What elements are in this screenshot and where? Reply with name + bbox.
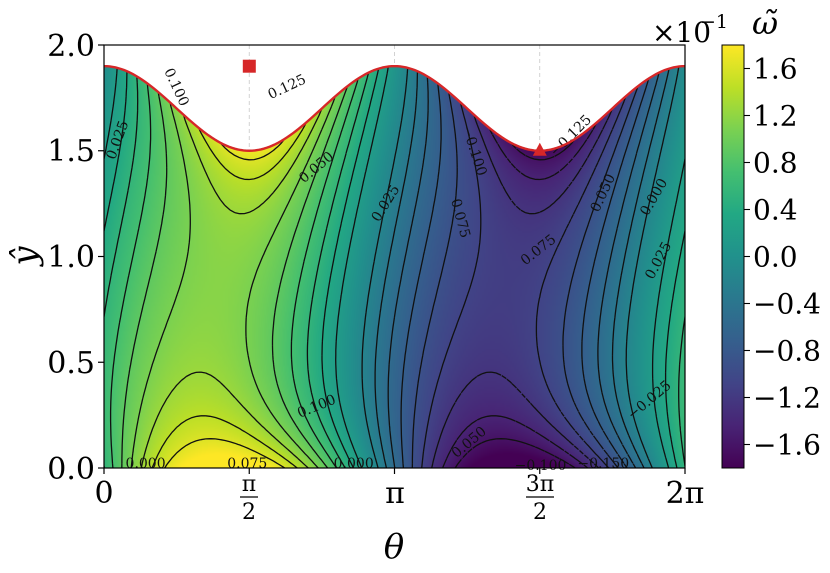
x-tick-label-3pi-over-2: 3π 2 [526, 472, 554, 525]
contour-label: 0.000 [126, 456, 166, 472]
x-tick-label-pi: π [385, 476, 405, 511]
contour-line [121, 66, 349, 469]
x-tick-denominator-2: 2 [533, 500, 547, 525]
contour-line [400, 66, 650, 469]
y-tick-label-1.5: 1.5 [47, 134, 95, 169]
colorbar-tick-label: −1.2 [753, 382, 821, 415]
colorbar-multiplier-exponent: −1 [700, 11, 728, 33]
colorbar-tick-label: 0.4 [753, 194, 798, 227]
upper-boundary-curve [103, 64, 686, 152]
y-tick-label-1.0: 1.0 [47, 240, 95, 275]
colorbar-title: ω̃ [752, 4, 778, 42]
contour-line [109, 66, 359, 469]
contour-line [104, 66, 685, 469]
colorbar-tick-label: −1.6 [753, 429, 821, 462]
x-tick-denominator-2: 2 [242, 500, 256, 525]
colorbar-tick-label: 1.2 [753, 100, 798, 133]
min-boundary-triangle-marker [532, 142, 547, 156]
x-axis-label: θ [384, 527, 404, 567]
x-tick-numerator-3pi: 3π [526, 472, 554, 497]
colorbar-gradient [721, 44, 745, 469]
colorbar-multiplier-base: ×10 [652, 16, 711, 49]
contour-label: 0.075 [227, 456, 267, 472]
max-boundary-square-marker [242, 59, 256, 73]
y-tick-label-0.0: 0.0 [47, 452, 95, 487]
contour-label: −0.150 [577, 456, 629, 472]
contour-line [411, 66, 639, 469]
colorbar-tick-label: −0.8 [753, 335, 821, 368]
colorbar-ticks: 1.6 1.2 0.8 0.4 0.0 −0.4 −0.8 −1.2 −1.6 [744, 53, 821, 462]
colorbar-tick-label: 0.0 [753, 241, 798, 274]
x-tick-marks [103, 468, 686, 474]
y-axis: 0.0 0.5 1.0 1.5 2.0 ŷ [5, 29, 104, 487]
contour-line [374, 66, 670, 469]
colorbar-tick-label: 0.8 [753, 147, 798, 180]
colorbar-tick-label: 1.6 [753, 53, 798, 86]
contour-label: −0.100 [515, 458, 567, 474]
x-tick-label-0: 0 [94, 476, 113, 511]
colorbar-multiplier: ×10 −1 [652, 11, 728, 49]
y-tick-label-0.5: 0.5 [47, 346, 95, 381]
colorbar: 1.6 1.2 0.8 0.4 0.0 −0.4 −0.8 −1.2 −1.6 ×10 −1 ω… [652, 4, 821, 469]
contour-line [361, 66, 680, 469]
x-tick-label-pi-over-2: π 2 [240, 472, 258, 525]
y-tick-label-2.0: 2.0 [47, 29, 95, 64]
x-tick-numerator-pi: π [242, 472, 256, 497]
contour-line [387, 66, 660, 469]
colorbar-tick-label: −0.4 [753, 288, 821, 321]
y-tick-marks [98, 44, 104, 469]
x-axis: 0 π 2 π 3π 2 2π θ [94, 468, 704, 567]
x-tick-label-2pi: 2π [666, 476, 705, 511]
contour-label: 0.000 [334, 456, 374, 472]
y-axis-label: ŷ [5, 246, 45, 268]
